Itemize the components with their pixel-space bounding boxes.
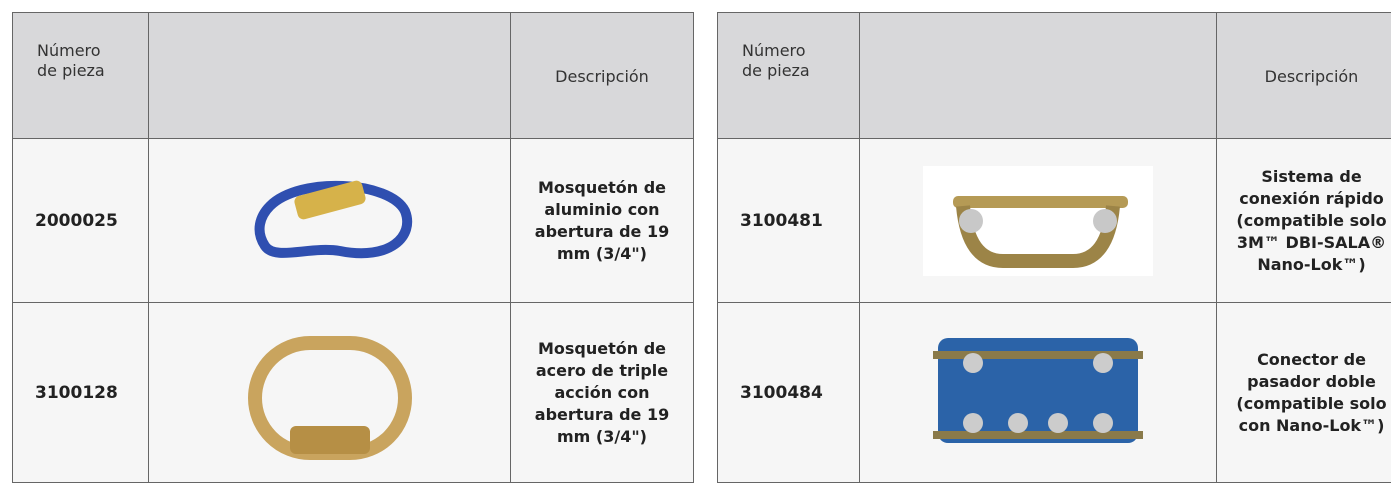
part-number: 2000025 [13, 139, 149, 303]
header-cell: Número de pieza [718, 13, 860, 139]
description: Conector de pasador doble (compatible so… [1217, 303, 1391, 483]
part-number: 3100481 [718, 139, 860, 303]
description: Sistema de conexión rápido (compatible s… [1217, 139, 1391, 303]
image-cell [860, 139, 1217, 303]
header-cell [860, 13, 1217, 139]
header-cell: Descripción [1217, 13, 1391, 139]
header-cell: Descripción [511, 13, 694, 139]
carabiner-image [254, 180, 412, 258]
header-text: Número de pieza [37, 41, 105, 80]
header-cell: Número de pieza [13, 13, 149, 139]
image-cell [860, 303, 1217, 483]
header-cell [149, 13, 511, 139]
header-text: Número de pieza [742, 41, 810, 80]
connector-image [933, 337, 1143, 443]
part-number: 3100484 [718, 303, 860, 483]
connector-image [923, 165, 1153, 276]
header-text: Descripción [1264, 67, 1359, 86]
image-cell [149, 139, 511, 303]
description: Mosquetón de aluminio con abertura de 19… [511, 139, 694, 303]
part-number: 3100128 [13, 303, 149, 483]
description: Mosquetón de acero de triple acción con … [511, 303, 694, 483]
carabiner-image [247, 335, 412, 460]
header-text: Descripción [555, 67, 649, 86]
table: Número de pieza Descripción 2000025 Mosq… [12, 12, 694, 483]
image-cell [149, 303, 511, 483]
table: Número de pieza Descripción 3100481 Sist… [717, 12, 1391, 483]
